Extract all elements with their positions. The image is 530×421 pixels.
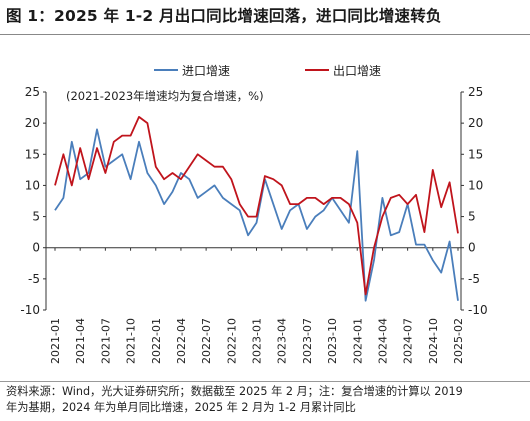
x-tick-label: 2022-10 [225,318,238,364]
source-line-2: 年为基期，2024 年为单月同比增速，2025 年 2 月为 1-2 月累计同比 [6,401,356,414]
import-growth-line [54,128,459,302]
source-line-1: 资料来源：Wind，光大证券研究所；数据截至 2025 年 2 月；注：复合增速… [6,385,463,398]
legend-import-label: 进口增速 [182,64,230,78]
y-tick-label-left: -5 [28,272,40,286]
x-tick-label: 2024-07 [402,318,415,364]
x-tick-label: 2021-04 [74,318,87,364]
y-tick-label-left: 5 [32,210,40,224]
y-tick-label-left: 0 [32,241,40,255]
x-tick-label: 2022-04 [175,318,188,364]
title-divider [0,34,530,35]
source-divider [0,381,530,382]
chart-title: 图 1：2025 年 1-2 月出口同比增速回落，进口同比增速转负 [6,7,442,25]
y-tick-label-left: 10 [25,178,40,192]
x-tick-label: 2022-07 [200,318,213,364]
x-tick-label: 2024-01 [351,318,364,364]
x-tick-label: 2021-07 [99,318,112,364]
export-growth-line [54,116,459,296]
chart-annotation: (2021-2023年增速均为复合增速，%) [66,89,264,103]
x-tick-label: 2023-04 [276,318,289,364]
legend: 进口增速 出口增速 [154,64,381,78]
y-tick-label-left: 20 [25,116,40,130]
x-tick-label: 2021-01 [49,318,62,364]
y-tick-label-right: 15 [468,147,483,161]
y-tick-label-right: 10 [468,178,483,192]
y-axis-left: -10 -5 0 5 10 15 20 25 [20,85,46,317]
y-tick-label-right: -5 [468,272,480,286]
y-axis-right: -10 -5 0 5 10 15 20 25 [461,85,488,317]
x-axis: 2021-01 2021-04 2021-07 2021-10 2022-01 2022-… [49,247,465,364]
series-lines [54,116,459,302]
x-tick-label: 2025-02 [452,318,465,364]
legend-export-label: 出口增速 [333,64,381,78]
y-tick-label-left: 25 [25,85,40,99]
y-tick-label-right: 25 [468,85,483,99]
y-tick-label-right: 0 [468,241,476,255]
y-tick-label-right: 20 [468,116,483,130]
y-tick-label-left: -10 [20,303,40,317]
x-tick-label: 2022-01 [150,318,163,364]
x-tick-label: 2021-10 [125,318,138,364]
x-tick-label: 2023-10 [326,318,339,364]
x-tick-label: 2024-10 [427,318,440,364]
y-tick-label-right: -10 [468,303,488,317]
x-tick-label: 2024-04 [376,318,389,364]
y-tick-label-right: 5 [468,210,476,224]
plot-frame [45,92,462,310]
x-tick-label: 2023-07 [301,318,314,364]
x-tick-label: 2023-01 [251,318,264,364]
y-tick-label-left: 15 [25,147,40,161]
source-note: 资料来源：Wind，光大证券研究所；数据截至 2025 年 2 月；注：复合增速… [6,384,526,416]
